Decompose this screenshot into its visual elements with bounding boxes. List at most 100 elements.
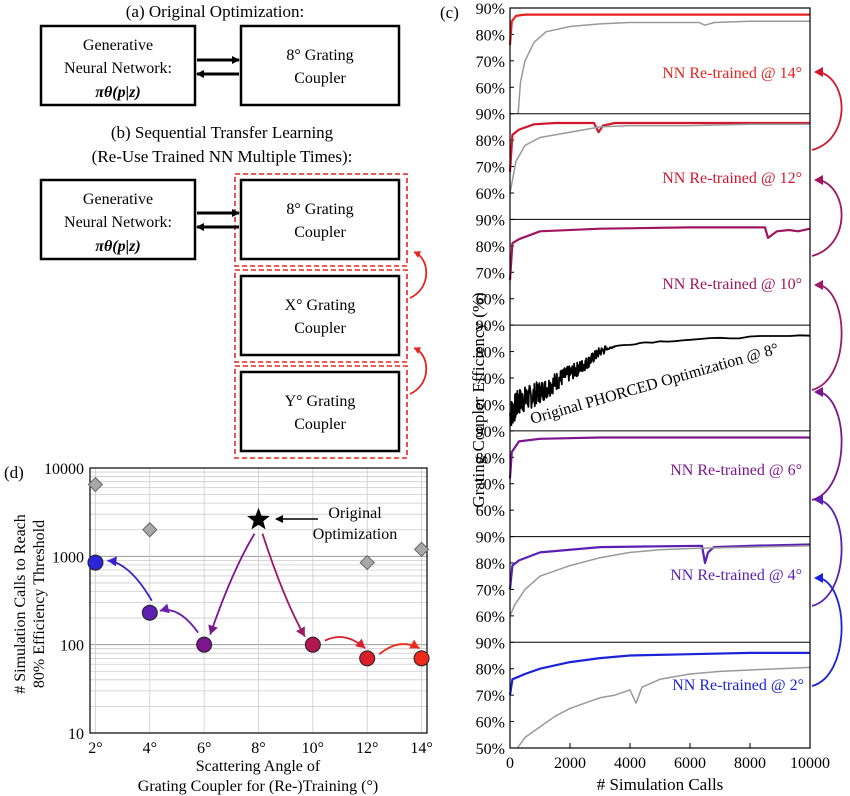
panel-c-frame: [509, 7, 811, 749]
transfer-arrow-head: [814, 495, 823, 505]
transfer-arrow-head: [814, 67, 823, 77]
xtick-label: 0: [506, 755, 514, 772]
xtick-label: 2000: [554, 755, 586, 772]
ytick-label: 80%: [476, 450, 505, 467]
transfer-arrow-head: [409, 639, 420, 649]
transfer-arrow: [107, 559, 153, 602]
gray-diamond: [359, 554, 375, 571]
transfer-arrow: [811, 179, 843, 257]
transfer-arrow: [811, 71, 843, 151]
transfer-arrow-head: [159, 603, 170, 614]
transfer-arrow-head: [814, 573, 823, 583]
ytick-label: 60%: [476, 503, 505, 520]
series-line-gray: [509, 123, 810, 194]
ytick-label: 70%: [476, 477, 505, 494]
ytick-label: 80%: [476, 133, 505, 150]
transfer-arrow-head: [814, 175, 823, 185]
transfer-arrow: [811, 499, 843, 607]
series-line: [508, 13, 810, 46]
nn-box-a-line2: Neural Network:: [64, 60, 172, 77]
xtick-label: 4000: [614, 755, 646, 772]
panel-c: (c) Grating Coupler Efficiency (%) 90% 80…: [440, 1, 843, 794]
series-line: [508, 436, 810, 479]
panel-d-ylabel-line2: 80% Efficiency Threshold: [31, 520, 48, 688]
series-line-gray: [517, 20, 810, 114]
original-star-marker: [247, 507, 270, 530]
ytick-label: 70%: [476, 371, 505, 388]
xtick-label: 4°: [143, 740, 157, 757]
ytick-label: 80%: [476, 239, 505, 256]
xtick-label: 12°: [356, 740, 378, 757]
xtick-label: 8000: [734, 755, 766, 772]
data-point: [413, 650, 430, 667]
red-arc-b2-head: [414, 347, 421, 354]
coupler-box-b1: [239, 178, 401, 261]
transfer-arrow-head: [814, 387, 823, 397]
gray-diamond: [142, 522, 158, 538]
coupler-box-b2-line1: X° Grating: [285, 297, 356, 314]
dashed-frame-3: [234, 365, 408, 459]
ytick-label: 70%: [476, 265, 505, 282]
ytick-label: 1000: [52, 549, 84, 566]
panel-c-plot: 90% 80% 70% 60% 90% 80% 70% 60% 90% 80% 70% 60% 90% 8…: [476, 1, 843, 772]
ytick-label: 90%: [476, 1, 505, 18]
red-arc-b1: [409, 251, 428, 299]
ytick-label: 60%: [476, 80, 505, 97]
transfer-arrow: [811, 577, 843, 687]
panel-d: (d) # Simulation Calls to Reach 80% Effi…: [4, 461, 433, 795]
series-line: [509, 334, 811, 427]
ytick-label: 60%: [476, 397, 505, 414]
red-arc-b1-head: [414, 251, 421, 258]
transfer-arrow-head: [208, 624, 218, 635]
ytick-label: 70%: [476, 160, 505, 177]
data-point: [196, 636, 213, 653]
nn-box-a-line3: πθ(p|z): [95, 84, 140, 101]
strip-label: NN Re-trained @ 10°: [662, 276, 802, 293]
gray-diamond: [413, 541, 430, 558]
transfer-arrow: [811, 391, 843, 501]
xtick-label: 2°: [88, 740, 102, 757]
nn-box-a-line1: Generative: [83, 37, 153, 54]
ytick-label: 50%: [476, 741, 505, 758]
ytick-label: 100: [60, 638, 84, 655]
transfer-arrow: [261, 533, 306, 638]
series-line: [508, 543, 811, 590]
strip-label: Original PHORCED Optimization @ 8°: [528, 341, 780, 428]
ytick-label: 60%: [476, 609, 505, 626]
xtick-label: 6000: [674, 755, 706, 772]
coupler-box-b3-line1: Y° Grating: [285, 393, 356, 410]
series-line: [508, 226, 811, 281]
panel-c-xlabel: # Simulation Calls: [597, 775, 724, 794]
ytick-label: 80%: [476, 345, 505, 362]
panel-d-plot: 10 100 1000 10000 2° 4° 6° 8° 10° 12° 14°: [44, 461, 433, 757]
xtick-label: 10°: [302, 740, 324, 757]
transfer-arrow: [159, 609, 199, 634]
series-line: [508, 121, 810, 172]
panel-a-caption: (a) Original Optimization:: [126, 2, 304, 21]
ytick-label: 80%: [476, 27, 505, 44]
ytick-label: 60%: [476, 186, 505, 203]
ytick-label: 70%: [476, 54, 505, 71]
coupler-box-b2: [239, 274, 401, 357]
panel-d-frame: [89, 467, 428, 734]
panel-d-xlabel-line2: Grating Coupler for (Re-)Training (°): [138, 778, 378, 795]
panel-d-ylabel-line1: # Simulation Calls to Reach: [12, 514, 29, 694]
series-line-gray: [509, 545, 811, 617]
series-line-gray: [516, 666, 811, 749]
panel-b-caption-line2: (Re-Use Trained NN Multiple Times):: [92, 147, 353, 166]
ytick-label: 60%: [476, 292, 505, 309]
panel-c-ylabel: Grating Coupler Efficiency (%): [469, 292, 488, 507]
panel-d-label: (d): [4, 463, 24, 482]
annotation-original-line2: Optimization: [313, 526, 397, 543]
ytick-label: 70%: [476, 688, 505, 705]
series-line: [508, 651, 810, 696]
strip-label: NN Re-trained @ 14°: [662, 65, 802, 82]
coupler-box-b1-line1: 8° Grating: [286, 201, 353, 218]
panel-b-caption-line1: (b) Sequential Transfer Learning: [111, 123, 334, 142]
panel-b: (b) Sequential Transfer Learning (Re-Use…: [39, 123, 428, 459]
ytick-label: 60%: [476, 715, 505, 732]
ytick-label: 90%: [476, 212, 505, 229]
ytick-label: 90%: [476, 530, 505, 547]
ytick-label: 80%: [476, 556, 505, 573]
